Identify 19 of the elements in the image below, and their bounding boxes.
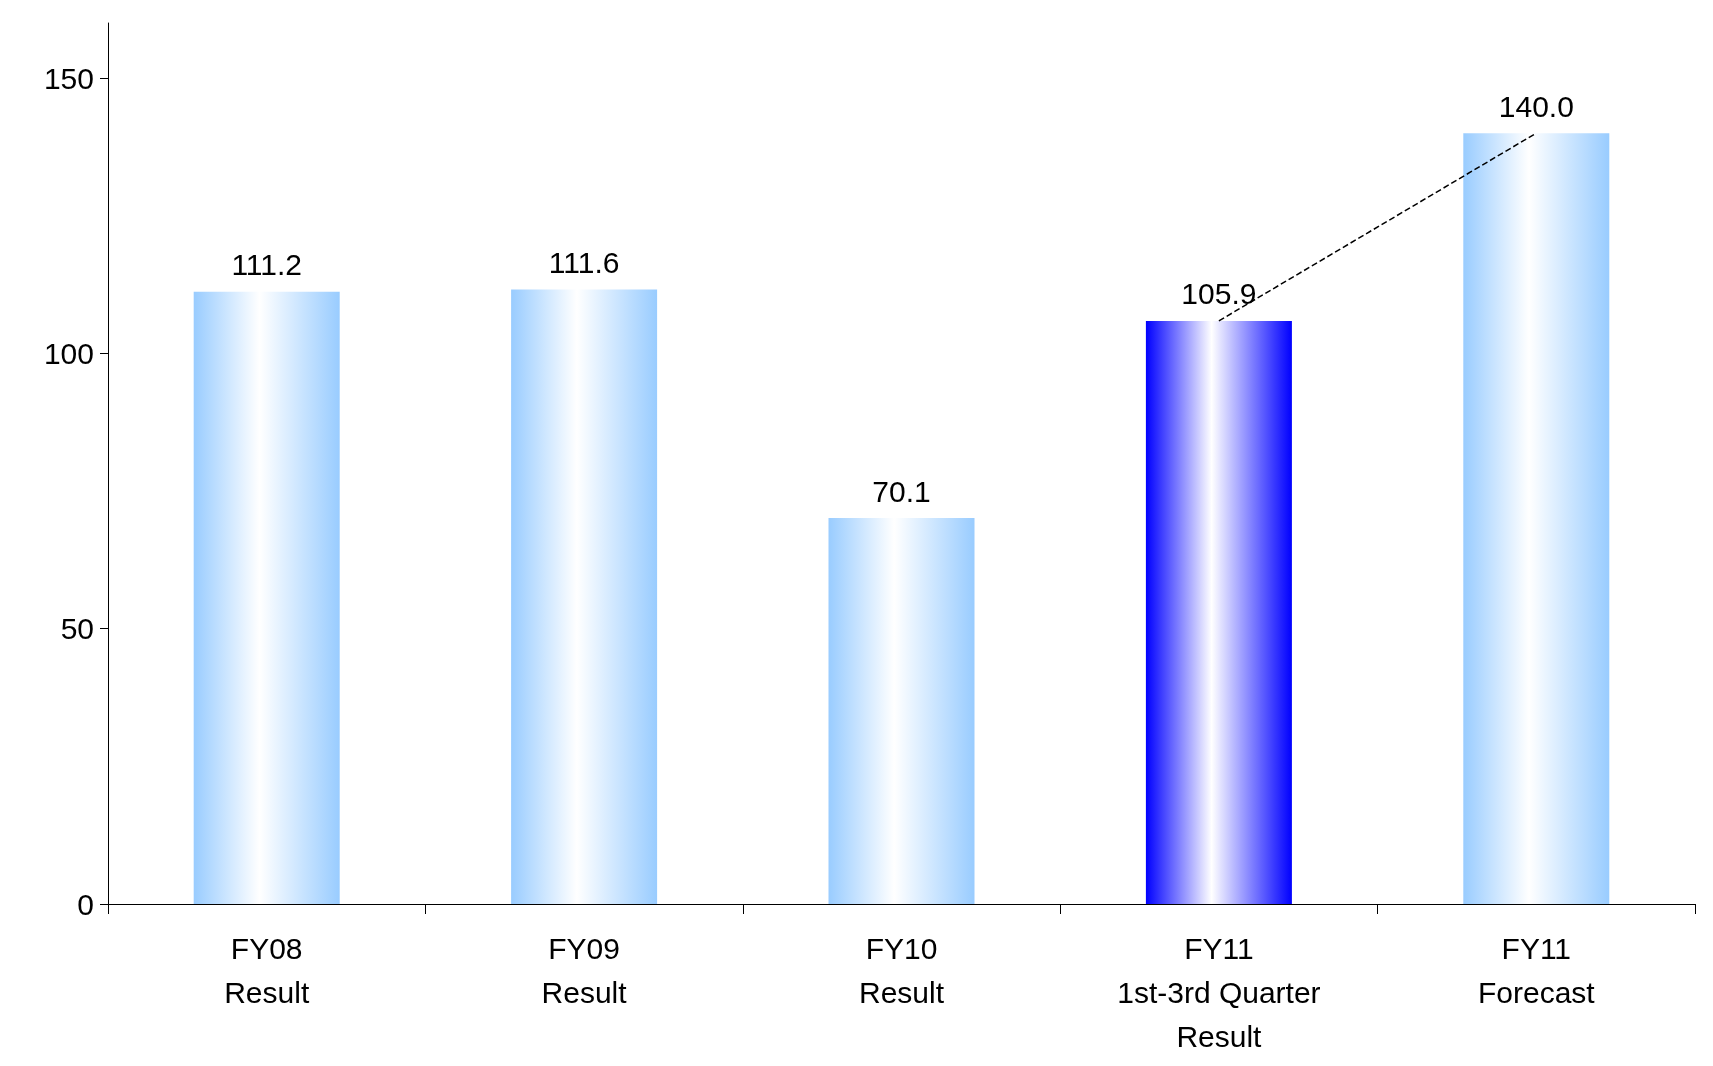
bar — [828, 518, 975, 904]
data-label: 70.1 — [872, 474, 931, 508]
bar — [1463, 133, 1610, 904]
x-tick-label: FY08 Result — [224, 931, 310, 1009]
data-label: 111.6 — [548, 246, 620, 279]
data-label: 111.2 — [231, 248, 303, 282]
bar — [511, 289, 658, 904]
y-tick-label: 100 — [43, 336, 94, 370]
data-label: 140.0 — [1498, 89, 1574, 123]
data-label: 105.9 — [1181, 277, 1257, 311]
x-tick-label: FY11 Forecast — [1477, 931, 1596, 1009]
y-tick-label: 150 — [43, 61, 94, 95]
x-tick-label: FY09 Result — [541, 931, 628, 1009]
y-tick-label: 50 — [60, 612, 94, 646]
bar — [193, 291, 340, 904]
y-tick-label: 0 — [77, 887, 94, 921]
x-tick-label: FY11 1st-3rd Quarter Result — [1117, 931, 1321, 1053]
bar — [1145, 320, 1292, 904]
x-tick-label: FY10 Result — [858, 931, 945, 1009]
